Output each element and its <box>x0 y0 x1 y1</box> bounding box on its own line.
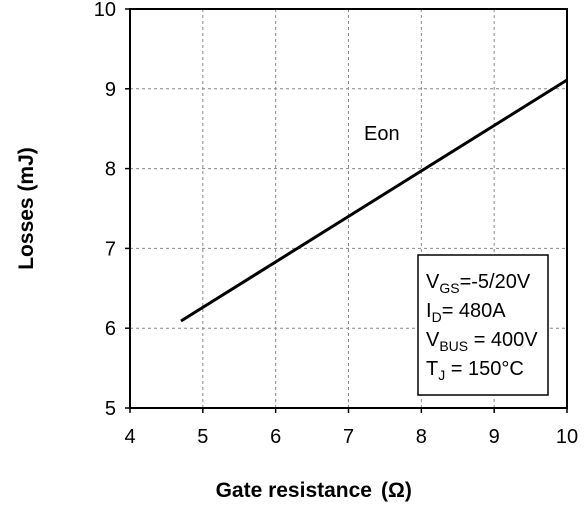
y-tick-label-6: 6 <box>105 318 116 340</box>
condition-value: = 400V <box>468 329 538 351</box>
condition-line-1: ID= 480A <box>426 300 506 325</box>
ticks <box>125 8 568 413</box>
condition-symbol: T <box>426 358 438 380</box>
conditions-box-frame <box>417 254 549 396</box>
condition-subscript: GS <box>439 280 459 296</box>
grid <box>130 9 567 408</box>
condition-value: = 480A <box>442 300 507 322</box>
condition-symbol: V <box>426 271 440 293</box>
series-label-eon: Eon <box>364 123 400 145</box>
x-tick-label-7: 7 <box>343 426 354 448</box>
y-tick-label-9: 9 <box>105 79 116 101</box>
condition-symbol: I <box>426 300 432 322</box>
x-axis-title-text: Gate resistance <box>216 479 372 502</box>
condition-value: =-5/20V <box>460 271 531 293</box>
condition-line-0: VGS=-5/20V <box>426 271 531 296</box>
condition-subscript: BUS <box>439 338 468 354</box>
y-tick-label-5: 5 <box>105 398 116 420</box>
x-axis-title: Gate resistance (Ω) <box>216 479 412 502</box>
x-tick-label-10: 10 <box>556 426 578 448</box>
y-tick-label-8: 8 <box>105 159 116 181</box>
condition-subscript: J <box>438 367 445 383</box>
condition-line-2: VBUS = 400V <box>426 329 538 354</box>
condition-value: = 150°C <box>445 358 524 380</box>
y-tick-label-10: 10 <box>94 0 116 21</box>
x-tick-label-5: 5 <box>197 426 208 448</box>
x-axis-unit: (Ω) <box>381 479 412 502</box>
y-tick-label-7: 7 <box>105 238 116 260</box>
x-tick-label-8: 8 <box>416 426 427 448</box>
condition-subscript: D <box>432 309 442 325</box>
series-line-eon <box>180 78 568 323</box>
condition-symbol: V <box>426 329 440 351</box>
series-layer <box>180 78 568 323</box>
condition-line-3: TJ = 150°C <box>426 358 524 383</box>
x-tick-label-9: 9 <box>489 426 500 448</box>
x-tick-label-4: 4 <box>124 426 135 448</box>
x-tick-label-6: 6 <box>270 426 281 448</box>
y-axis-title: Losses (mJ) <box>15 147 38 270</box>
